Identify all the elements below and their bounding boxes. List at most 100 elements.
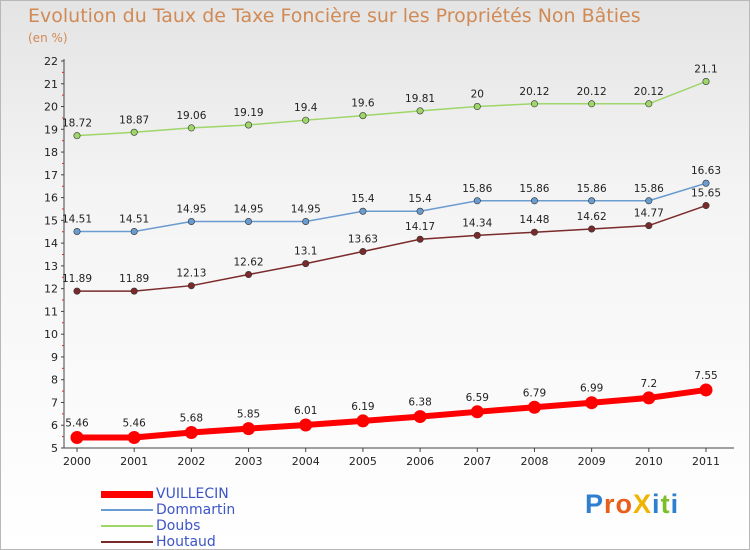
data-point-houtaud [530, 228, 538, 236]
data-point-dommartin [187, 217, 195, 225]
data-label-houtaud: 12.13 [176, 268, 206, 280]
data-label-houtaud: 11.89 [119, 273, 149, 285]
data-label-vuillecin: 5.68 [180, 413, 203, 425]
data-point-vuillecin [642, 391, 656, 405]
x-tick-label: 2001 [120, 455, 148, 468]
data-label-houtaud: 11.89 [62, 273, 92, 285]
legend-label: Houtaud [156, 534, 216, 550]
logo-letter: r [604, 489, 616, 519]
data-label-doubs: 20 [471, 89, 484, 101]
y-tick-label: 18 [44, 146, 58, 159]
data-label-doubs: 21.1 [694, 63, 717, 75]
series-line-doubs [76, 80, 707, 137]
data-point-houtaud [645, 222, 653, 230]
data-point-doubs [245, 121, 253, 129]
data-label-dommartin: 14.95 [291, 203, 321, 215]
x-tick-label: 2006 [406, 455, 434, 468]
x-tick-label: 2009 [578, 455, 606, 468]
series-line-houtaud [76, 204, 707, 292]
data-label-houtaud: 14.34 [462, 217, 492, 229]
data-label-dommartin: 15.86 [634, 183, 664, 195]
data-label-vuillecin: 5.46 [65, 418, 89, 430]
data-label-doubs: 20.12 [519, 86, 549, 98]
x-tick-label: 2008 [520, 455, 548, 468]
data-label-dommartin: 15.4 [408, 193, 432, 205]
data-point-doubs [588, 100, 596, 108]
data-point-doubs [702, 77, 710, 85]
logo-letter: P [585, 489, 605, 519]
data-point-doubs [130, 128, 138, 136]
data-point-houtaud [588, 225, 596, 233]
data-point-doubs [302, 116, 310, 124]
data-point-houtaud [187, 282, 195, 290]
y-tick-label: 16 [44, 192, 58, 205]
logo-letter: i [670, 489, 680, 519]
legend: VUILLECIN Dommartin Doubs Houtaud [101, 486, 301, 550]
data-label-vuillecin: 6.19 [351, 401, 374, 413]
data-point-dommartin [530, 197, 538, 205]
y-tick-label: 13 [44, 260, 58, 273]
x-tick-label: 2005 [349, 455, 377, 468]
legend-item: Houtaud [101, 534, 301, 550]
data-label-doubs: 19.81 [405, 93, 435, 105]
data-point-doubs [187, 124, 195, 132]
data-point-dommartin [473, 197, 481, 205]
proxiti-logo: ProXiti [585, 489, 679, 520]
data-point-vuillecin [70, 431, 84, 445]
data-point-dommartin [359, 207, 367, 215]
data-point-vuillecin [527, 400, 541, 414]
data-point-vuillecin [242, 422, 256, 436]
y-tick-label: 19 [44, 123, 58, 136]
data-label-doubs: 19.06 [176, 110, 206, 122]
y-tick-label: 5 [51, 442, 58, 455]
data-point-vuillecin [184, 426, 198, 440]
data-point-dommartin [130, 228, 138, 236]
data-point-doubs [416, 107, 424, 115]
data-label-doubs: 18.87 [119, 114, 149, 126]
data-point-dommartin [588, 197, 596, 205]
chart-title: Evolution du Taux de Taxe Foncière sur l… [28, 5, 641, 27]
data-point-doubs [645, 100, 653, 108]
logo-letter: t [660, 489, 671, 519]
data-point-houtaud [359, 248, 367, 256]
data-label-houtaud: 13.63 [348, 234, 378, 246]
data-label-dommartin: 15.86 [577, 183, 607, 195]
legend-label: Dommartin [156, 502, 236, 518]
data-label-vuillecin: 6.38 [408, 397, 431, 409]
legend-swatch [101, 491, 153, 498]
data-label-houtaud: 13.1 [294, 246, 317, 258]
data-label-vuillecin: 5.46 [122, 418, 146, 430]
data-point-doubs [73, 132, 81, 140]
data-point-houtaud [130, 287, 138, 295]
data-label-houtaud: 15.65 [691, 188, 721, 200]
y-tick-label: 9 [51, 351, 58, 364]
data-point-dommartin [302, 217, 310, 225]
data-label-dommartin: 15.86 [519, 183, 549, 195]
legend-item: VUILLECIN [101, 486, 301, 502]
data-point-houtaud [302, 260, 310, 268]
data-label-houtaud: 14.48 [519, 214, 549, 226]
y-tick-label: 10 [44, 328, 58, 341]
data-label-houtaud: 14.17 [405, 221, 435, 233]
chart-subtitle: (en %) [28, 31, 68, 45]
data-point-doubs [359, 112, 367, 120]
data-label-doubs: 19.4 [294, 102, 318, 114]
y-tick-label: 22 [44, 55, 58, 68]
data-point-vuillecin [585, 396, 599, 410]
data-label-dommartin: 14.51 [62, 214, 92, 226]
x-tick-label: 2000 [63, 455, 91, 468]
legend-swatch [101, 525, 153, 527]
data-label-dommartin: 14.51 [119, 214, 149, 226]
data-point-dommartin [73, 228, 81, 236]
logo-letter: X [633, 489, 653, 519]
data-label-vuillecin: 6.99 [580, 383, 603, 395]
logo-letter: o [615, 489, 634, 519]
data-label-dommartin: 14.95 [176, 203, 206, 215]
data-label-vuillecin: 6.01 [294, 405, 317, 417]
x-tick-label: 2004 [292, 455, 320, 468]
data-point-houtaud [73, 287, 81, 295]
x-tick-label: 2007 [463, 455, 491, 468]
data-label-vuillecin: 5.85 [237, 409, 260, 421]
data-label-doubs: 20.12 [634, 86, 664, 98]
